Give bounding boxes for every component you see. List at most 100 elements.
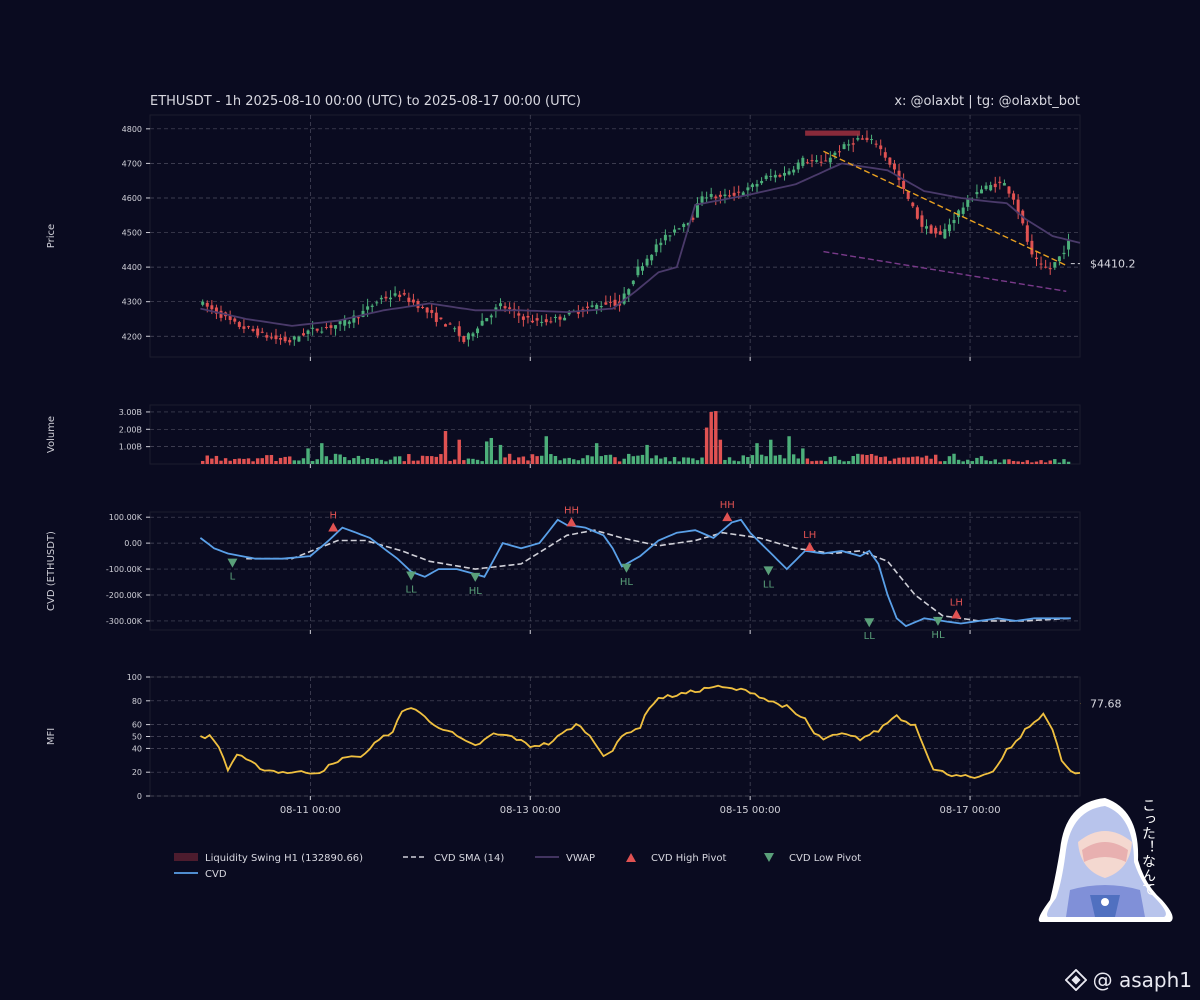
candle-down xyxy=(805,162,809,164)
candle-up xyxy=(352,315,356,323)
candle-down xyxy=(586,306,590,308)
volume-bar xyxy=(929,458,933,464)
mascot-sticker-image xyxy=(1030,790,1180,925)
chart-title: ETHUSDT - 1h 2025-08-10 00:00 (UTC) to 2… xyxy=(150,94,581,109)
volume-bar xyxy=(627,453,631,464)
candle-down xyxy=(517,313,521,316)
volume-bar xyxy=(640,454,645,464)
volume-bar xyxy=(219,460,223,464)
liquidity-swing-zone xyxy=(805,130,861,136)
candle-up xyxy=(796,162,800,170)
volume-bar xyxy=(906,457,910,464)
candle-down xyxy=(613,299,617,306)
candle-up xyxy=(553,316,557,318)
candle-down xyxy=(691,217,695,220)
volume-ytick-label: 1.00B xyxy=(119,443,142,452)
candle-up xyxy=(828,157,832,163)
volume-bar xyxy=(961,461,965,464)
volume-bar xyxy=(1034,461,1039,464)
legend-item-cvd: CVD xyxy=(205,869,227,880)
volume-bar xyxy=(878,457,883,464)
volume-bar xyxy=(1048,460,1052,464)
candle-up xyxy=(590,305,594,307)
volume-bar xyxy=(736,461,741,464)
volume-bar xyxy=(1039,460,1043,464)
candle-down xyxy=(604,302,608,305)
candle-down xyxy=(205,302,209,307)
candle-down xyxy=(274,335,278,340)
volume-bar xyxy=(1053,459,1057,464)
volume-bar xyxy=(567,457,571,464)
candle-down xyxy=(214,307,218,314)
candle-up xyxy=(673,229,677,233)
volume-bar xyxy=(297,460,301,464)
candle-up xyxy=(370,305,374,307)
volume-bar xyxy=(306,448,310,464)
candle-up xyxy=(650,254,654,261)
volume-bar xyxy=(1011,460,1016,464)
volume-bar xyxy=(947,456,952,464)
candle-down xyxy=(549,321,553,323)
candle-up xyxy=(338,321,342,325)
volume-bar xyxy=(824,461,828,464)
candle-up xyxy=(787,171,791,175)
cvd-low-pivot xyxy=(763,566,774,576)
volume-bar xyxy=(480,461,484,464)
volume-bar xyxy=(704,427,709,464)
volume-bar xyxy=(558,460,562,464)
candle-up xyxy=(989,185,993,191)
volume-bar xyxy=(214,455,219,464)
volume-bar xyxy=(901,457,906,464)
candle-down xyxy=(457,326,461,336)
candle-up xyxy=(453,328,457,330)
candle-down xyxy=(508,307,512,309)
volume-bar xyxy=(833,456,837,464)
candle-up xyxy=(320,331,324,333)
cvd-pivot-label: LH xyxy=(950,597,963,608)
candle-down xyxy=(737,191,741,193)
candle-down xyxy=(728,195,732,197)
legend-item-cvd-low-pivot: CVD Low Pivot xyxy=(789,853,861,864)
volume-bar xyxy=(526,460,530,464)
volume-bar xyxy=(718,439,723,464)
volume-bar xyxy=(682,457,686,464)
candle-up xyxy=(750,184,754,188)
candle-up xyxy=(347,321,351,324)
candle-up xyxy=(1002,183,1006,186)
candle-down xyxy=(315,328,319,331)
volume-bar xyxy=(723,459,727,464)
price-axes-frame xyxy=(149,114,1081,358)
volume-bar xyxy=(604,455,608,464)
candle-down xyxy=(434,312,438,322)
candle-up xyxy=(498,303,502,307)
volume-bar xyxy=(897,457,901,464)
volume-bar xyxy=(315,459,319,464)
volume-bar xyxy=(659,458,663,464)
candle-up xyxy=(764,175,768,179)
volume-bar xyxy=(956,459,961,464)
candle-down xyxy=(356,317,360,319)
volume-bar xyxy=(1062,459,1066,464)
volume-bar xyxy=(1007,459,1011,464)
volume-bar xyxy=(677,461,681,464)
candle-up xyxy=(306,330,310,334)
legend-swatch-cvd-high-pivot xyxy=(626,853,636,862)
chart-credit: x: @olaxbt | tg: @olaxbt_bot xyxy=(894,94,1080,109)
legend-swatch-cvd-low-pivot xyxy=(764,853,774,862)
price-ylabel: Price xyxy=(46,224,57,248)
candle-up xyxy=(1067,240,1071,250)
volume-bar xyxy=(764,456,768,464)
candle-down xyxy=(448,323,452,325)
volume-bar xyxy=(920,457,924,464)
candle-up xyxy=(847,144,851,146)
candle-down xyxy=(558,316,562,320)
volume-bar xyxy=(672,457,677,464)
candle-down xyxy=(444,324,447,327)
candle-down xyxy=(879,145,883,150)
candle-down xyxy=(576,311,580,314)
volume-bar xyxy=(517,457,521,464)
volume-bar xyxy=(572,459,576,464)
candle-down xyxy=(1016,199,1020,214)
volume-bar xyxy=(631,456,636,464)
candle-up xyxy=(925,226,929,229)
